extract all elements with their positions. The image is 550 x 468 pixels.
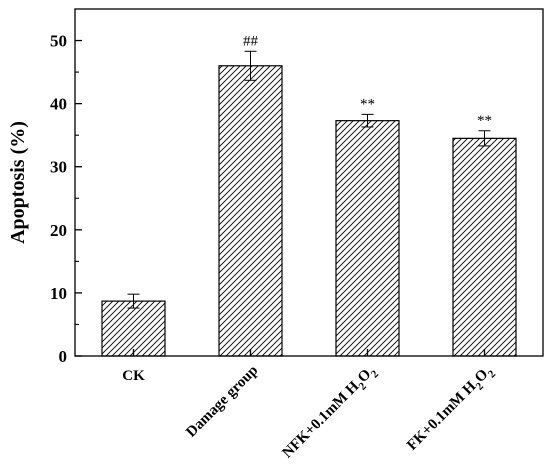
- x-category-label: CK: [122, 368, 145, 384]
- bar-3: [335, 120, 400, 357]
- bar-1: [101, 300, 166, 357]
- y-tick-label: 50: [50, 32, 67, 51]
- x-category-label: FK+0.1mM H2O2: [404, 362, 498, 456]
- significance-label: ##: [243, 33, 259, 49]
- y-axis-title: Apoptosis (%): [7, 121, 29, 244]
- label-text: Damage group: [183, 363, 261, 441]
- bar-4: [452, 137, 517, 357]
- significance-label: **: [360, 96, 375, 112]
- bar-2: [218, 65, 283, 357]
- y-tick-label: 40: [50, 95, 67, 114]
- significance-label: **: [477, 113, 492, 129]
- x-category-label: NFK+0.1mM H2O2: [280, 362, 382, 464]
- x-category-label: Damage group: [183, 363, 261, 441]
- label-text: NFK+0.1mM H: [280, 378, 363, 461]
- y-tick-label: 0: [59, 347, 68, 366]
- y-tick-label: 20: [50, 221, 67, 240]
- plot-frame: [74, 8, 544, 357]
- y-tick-label: 10: [50, 284, 67, 303]
- label-text: FK+0.1mM H: [404, 378, 479, 453]
- y-tick-label: 30: [50, 158, 67, 177]
- plot-area: 0 10 20 30 40 50 Apoptosis (%) CK ## Damage group…: [7, 8, 544, 464]
